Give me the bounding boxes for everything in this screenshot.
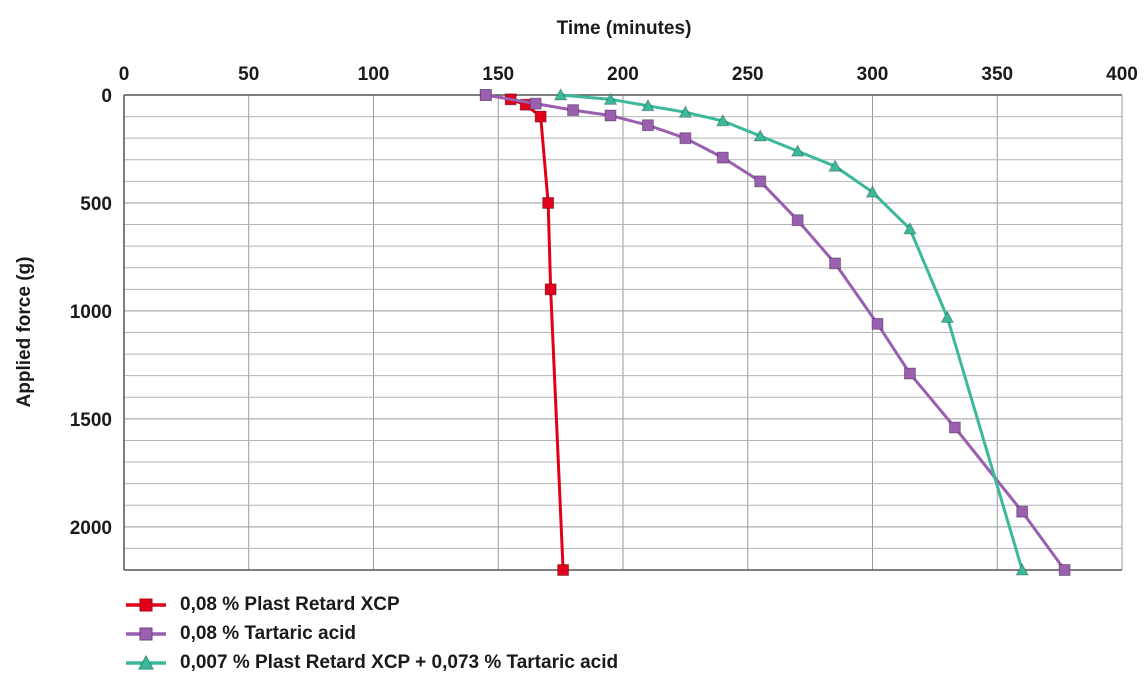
data-point: [679, 132, 692, 145]
data-point: [534, 110, 547, 123]
data-point: [553, 87, 568, 101]
legend-item-plast-retard: 0,08 % Plast Retard XCP: [124, 590, 618, 619]
series-2: [479, 89, 1071, 576]
data-point: [1016, 505, 1029, 518]
series-line: [560, 93, 1024, 571]
x-tick-label: 150: [482, 64, 514, 85]
legend-marker-red-square: [126, 598, 166, 611]
data-point: [603, 92, 618, 105]
data-point: [754, 175, 767, 188]
data-point: [753, 128, 768, 142]
x-tick-labels: 0 50 100 150 200 250 300 350 400: [119, 64, 1138, 85]
x-axis-title: Time (minutes): [557, 18, 692, 39]
x-tick-label: 100: [358, 64, 390, 85]
data-point: [865, 185, 880, 198]
series-layer: [479, 87, 1071, 576]
data-point: [715, 113, 730, 127]
data-point: [641, 98, 655, 112]
axes: [123, 94, 1123, 571]
data-point: [940, 310, 955, 323]
data-point: [544, 283, 557, 296]
grid-lines: [124, 95, 1123, 571]
data-point: [1015, 562, 1030, 576]
y-tick-label: 1000: [70, 302, 112, 323]
y-tick-label: 0: [101, 86, 112, 107]
series-3: [553, 87, 1030, 576]
data-point: [829, 257, 842, 270]
data-point: [903, 367, 916, 380]
y-tick-label: 500: [80, 194, 112, 215]
data-point: [716, 151, 729, 164]
data-point: [790, 144, 805, 157]
y-axis-title: Applied force (g): [14, 257, 35, 408]
y-tick-label: 2000: [70, 518, 112, 539]
legend-item-combination: 0,007 % Plast Retard XCP + 0,073 % Tarta…: [124, 648, 618, 677]
x-tick-label: 200: [607, 64, 639, 85]
data-point: [604, 109, 617, 122]
legend-label: 0,08 % Tartaric acid: [180, 622, 357, 644]
line-chart: Time (minutes) Applied force (g) 0 50 100 1…: [14, 18, 1138, 576]
legend: 0,08 % Plast Retard XCP 0,08 % Tartaric …: [124, 590, 618, 677]
data-point: [791, 214, 804, 227]
x-tick-label: 300: [857, 64, 889, 85]
x-tick-label: 250: [732, 64, 764, 85]
data-point: [828, 159, 842, 172]
legend-marker-green-triangle: [126, 654, 166, 669]
data-point: [529, 97, 542, 110]
data-point: [479, 89, 492, 101]
data-point: [948, 421, 961, 434]
data-point: [567, 104, 580, 117]
legend-label: 0,08 % Plast Retard XCP: [180, 593, 400, 615]
data-point: [871, 317, 884, 330]
x-tick-label: 400: [1106, 64, 1138, 85]
x-tick-label: 50: [238, 64, 259, 85]
data-point: [1058, 564, 1071, 576]
x-tick-label: 0: [119, 64, 130, 85]
legend-marker-purple-square: [126, 627, 166, 640]
legend-label: 0,007 % Plast Retard XCP + 0,073 % Tarta…: [180, 651, 619, 673]
y-tick-label: 1500: [70, 410, 112, 431]
data-point: [678, 105, 693, 118]
legend-item-tartaric-acid: 0,08 % Tartaric acid: [124, 619, 618, 648]
y-tick-labels: 0 500 1000 1500 2000: [70, 86, 112, 539]
x-tick-label: 350: [981, 64, 1013, 85]
data-point: [641, 119, 654, 132]
data-point: [903, 221, 917, 235]
data-point: [542, 196, 555, 209]
data-point: [557, 564, 570, 576]
